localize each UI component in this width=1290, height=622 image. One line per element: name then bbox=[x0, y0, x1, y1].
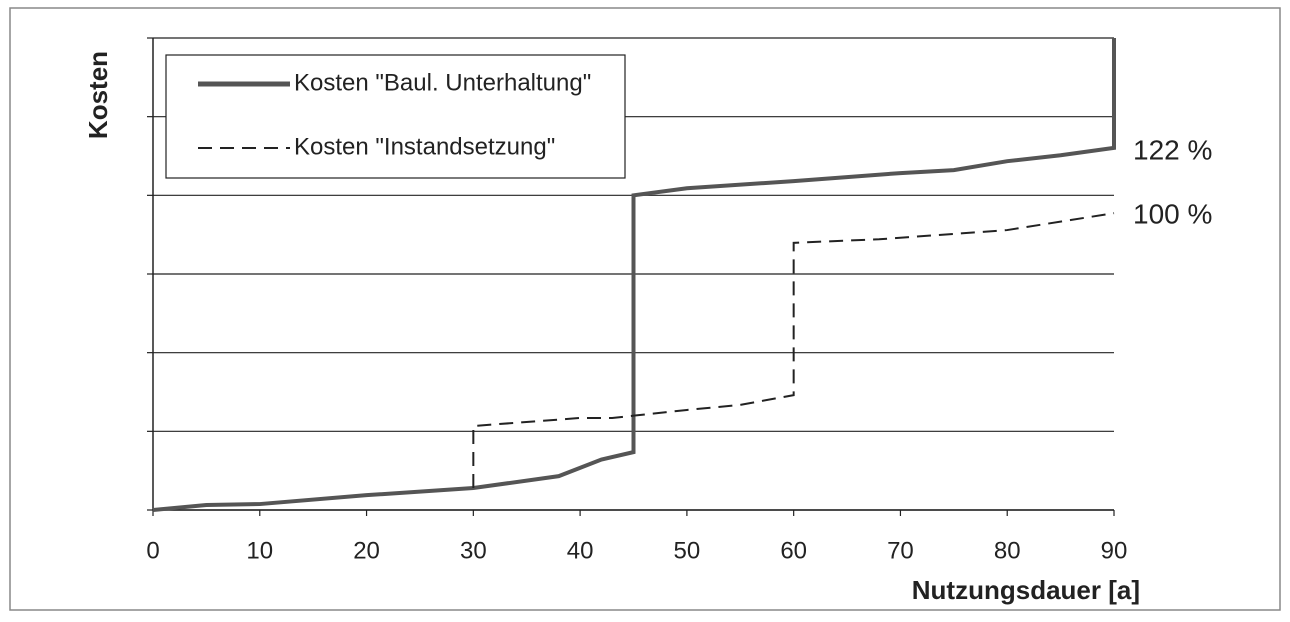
x-tick-label: 0 bbox=[146, 537, 159, 564]
x-tick-label: 20 bbox=[353, 537, 380, 564]
frame bbox=[9, 7, 1281, 611]
legend-box bbox=[165, 54, 626, 179]
legend-label: Kosten "Instandsetzung" bbox=[294, 133, 555, 160]
x-tick-label: 80 bbox=[994, 537, 1021, 564]
x-tick-label: 50 bbox=[674, 537, 701, 564]
annotation: 122 % bbox=[1133, 134, 1212, 165]
x-tick-label: 40 bbox=[567, 537, 594, 564]
annotation: 100 % bbox=[1133, 198, 1212, 229]
x-tick-label: 90 bbox=[1101, 537, 1128, 564]
x-tick-label: 70 bbox=[887, 537, 914, 564]
x-tick-label: 60 bbox=[780, 537, 807, 564]
series-line bbox=[152, 38, 1116, 512]
series-line bbox=[472, 212, 1115, 489]
x-axis-label: Nutzungsdauer [a] bbox=[912, 575, 1140, 605]
x-tick-label: 10 bbox=[246, 537, 273, 564]
x-tick-label: 30 bbox=[460, 537, 487, 564]
legend-label: Kosten "Baul. Unterhaltung" bbox=[294, 69, 591, 96]
y-axis-label: Kosten bbox=[83, 51, 113, 139]
